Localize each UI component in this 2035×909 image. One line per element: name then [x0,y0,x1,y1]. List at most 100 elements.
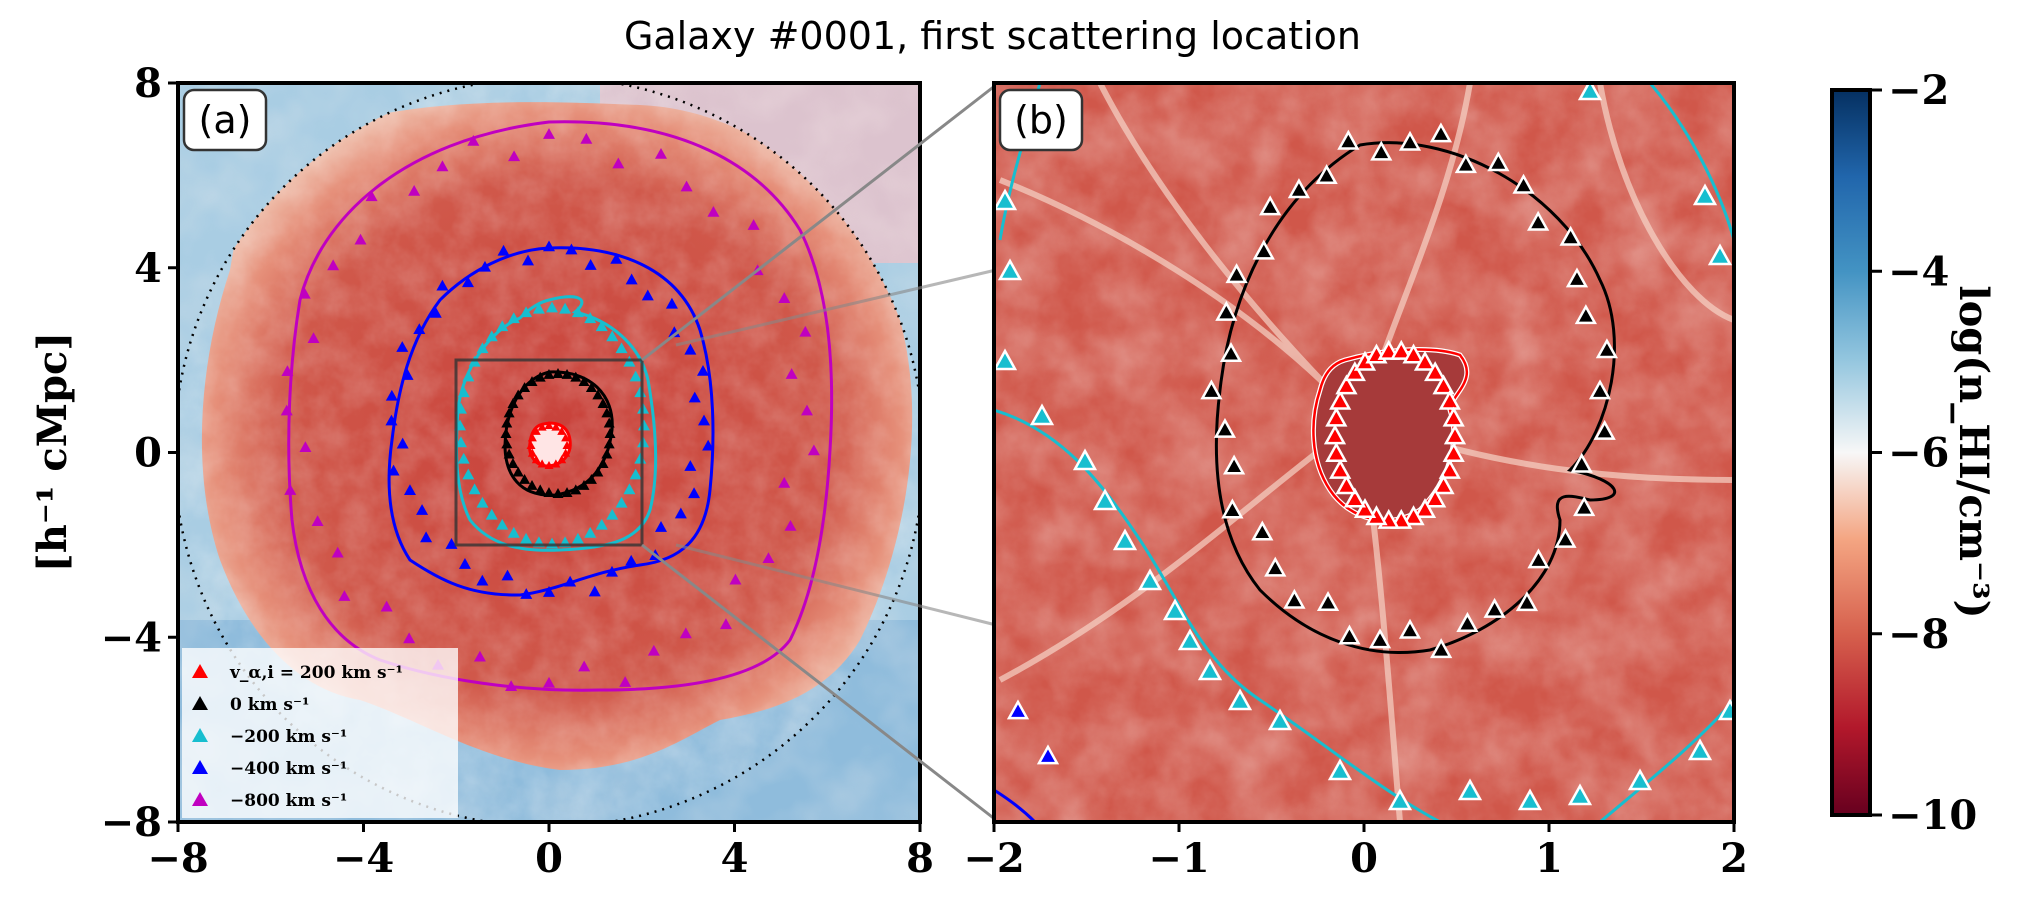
triangle-marker [327,259,340,271]
triangle-marker [601,407,613,418]
triangle-marker [526,440,536,450]
triangle-marker [461,276,474,288]
triangle-marker [1413,350,1437,371]
panel-b [994,83,1734,822]
triangle-marker [457,386,470,398]
triangle-marker [625,554,638,566]
triangles-0 [500,368,616,498]
legend-item: −400 km s⁻¹ [192,759,347,779]
triangle-marker [1368,628,1392,649]
ytick-label: −8 [101,799,162,846]
triangle-marker [387,464,400,476]
triangle-marker [1227,688,1253,711]
triangle-marker [1687,738,1713,761]
triangle-marker [654,147,667,159]
triangle-marker [801,404,813,416]
triangle-marker [436,279,449,291]
colorbar-gradient [1830,88,1872,817]
colorbar-ticks: −2 −4 −6 −8 −10 [1870,67,1977,839]
triangle-marker [571,532,584,544]
triangle-marker [697,365,710,376]
triangle-marker [1252,239,1275,260]
triangle-marker [647,644,660,656]
triangle-marker [1200,379,1223,400]
triangle-marker [688,391,701,403]
triangle-marker [625,273,638,285]
triangle-marker [1370,140,1393,161]
triangle-marker [519,382,531,392]
triangle-marker [1387,788,1413,811]
triangle-marker [1315,164,1338,185]
triangle-marker [564,575,577,587]
triangle-marker [551,422,561,431]
panel-a-yticks: 8 4 0 −4 −8 [101,60,178,846]
triangle-marker [994,188,1018,211]
triangles-b-0 [1200,122,1619,659]
triangle-marker [507,312,520,324]
triangle-marker [1424,487,1447,508]
triangle-marker [534,484,546,495]
triangle-marker [623,483,636,495]
legend-label: 0 km s⁻¹ [230,695,309,715]
triangle-marker [496,320,509,332]
triangle-marker [1329,389,1352,410]
triangle-marker [507,398,519,408]
triangle-marker [403,484,416,496]
triangle-marker [1707,243,1733,266]
triangle-marker [551,459,561,468]
triangle-marker [496,518,509,530]
triangle-marker [501,417,513,428]
triangle-marker [1402,505,1425,526]
triangle-marker [338,590,351,601]
triangle-marker [597,458,609,468]
triangle-marker [543,128,555,139]
triangle-marker [476,496,489,508]
legend-label: −800 km s⁻¹ [230,791,347,811]
triangle-marker [557,455,567,464]
triangle-marker [606,508,619,520]
triangle-marker [1588,379,1612,400]
triangle-marker [601,448,613,459]
triangle-marker [578,376,590,386]
triangle-marker [365,190,378,202]
colorbar-label: log(n_HI/cm⁻³) [1950,285,1997,618]
panel-a-label-box: (a) [182,88,268,152]
triangle-marker [604,428,616,438]
triangle-marker [476,342,489,354]
triangle-marker [1353,497,1377,518]
triangle-marker [747,219,760,230]
triangles-minus200 [454,301,650,549]
triangle-marker [503,448,515,459]
triangle-marker [997,258,1023,281]
triangles-minus400 [385,240,715,599]
legend-item: v_α,i = 200 km s⁻¹ [192,663,403,683]
colorbar-tick-label: −4 [1888,248,1949,295]
triangle-marker [799,325,812,337]
triangle-marker [543,676,555,688]
triangle-marker [605,565,618,577]
triangle-marker [1512,173,1535,194]
triangle-marker [684,460,697,471]
ytick-label: 0 [134,430,162,477]
triangle-marker [1325,441,1348,463]
contour-b-minus200-right [1648,83,1734,241]
xtick-label: 8 [906,835,934,882]
triangle-marker [485,330,498,342]
triangle-marker [702,439,715,451]
triangle-marker [1398,130,1422,151]
triangle-marker [1337,129,1360,150]
triangle-marker [512,389,524,400]
triangle-marker [557,426,567,435]
triangle-marker [544,460,554,470]
triangle-marker [1515,591,1539,612]
legend-marker [192,728,208,742]
triangle-marker [1325,406,1348,427]
triangle-marker [497,244,510,256]
ytick-label: 8 [134,60,162,107]
triangle-marker [615,496,628,508]
triangle-marker [1335,474,1358,495]
triangle-marker [413,323,426,334]
triangle-marker [1627,768,1653,791]
triangle-marker [1442,406,1465,427]
triangle-marker [462,468,475,480]
